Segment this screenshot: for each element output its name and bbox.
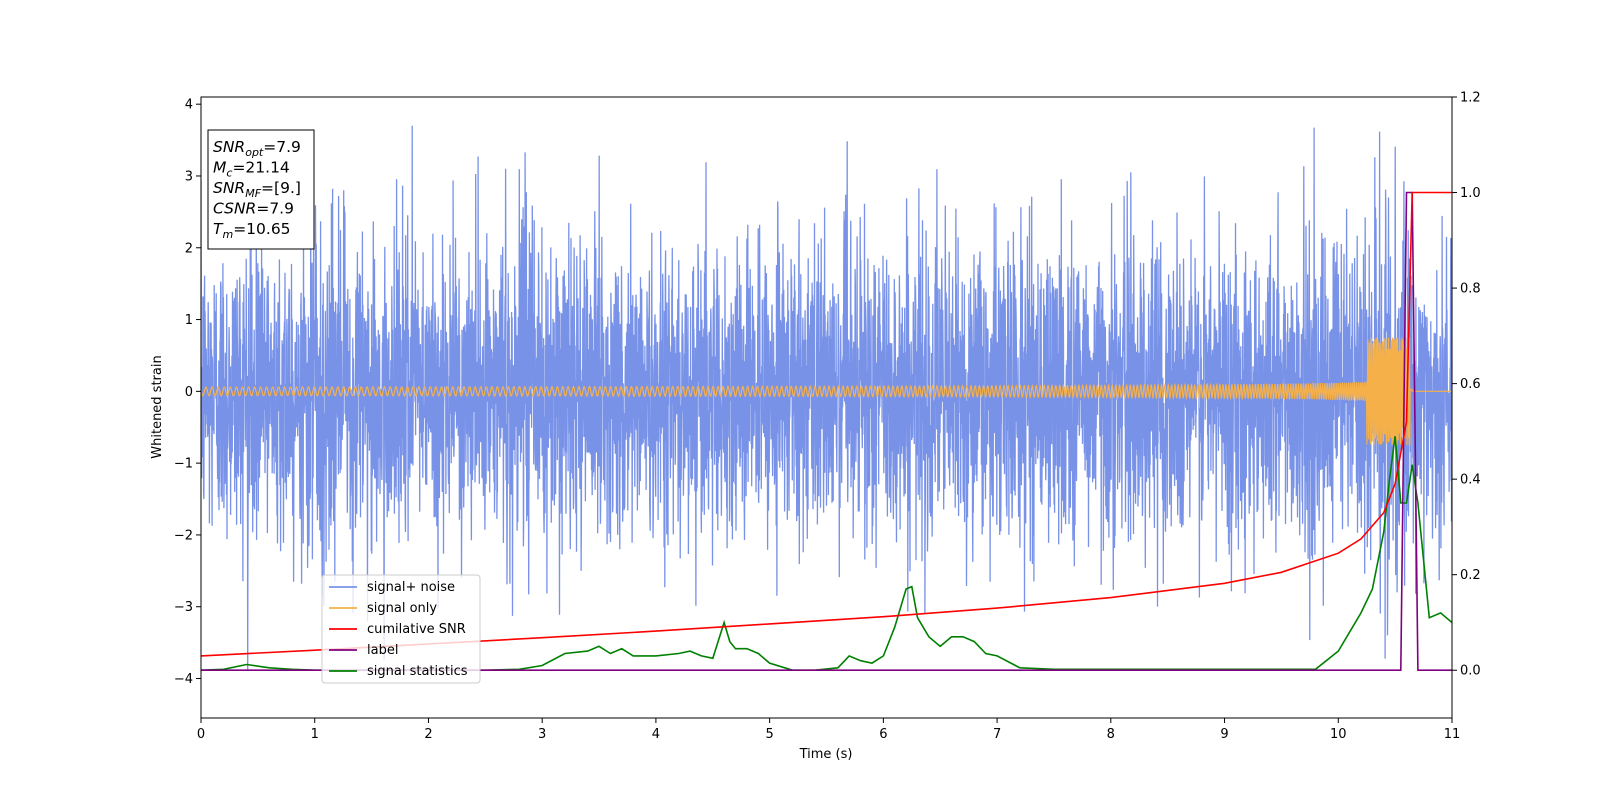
annotation-line: SNRopt=7.9	[213, 138, 301, 159]
axes-layer: 0 1 2 3 4 5 6 7 8 9 10 1143210−1−2−3−41.21.00.80.60…	[174, 91, 1481, 743]
x-tick-label: 4	[652, 727, 660, 742]
y-left-tick-label: −4	[174, 672, 193, 687]
x-tick-label: 6	[879, 727, 887, 742]
legend-label: signal+ noise	[367, 580, 455, 595]
legend-label: cumilative SNR	[367, 622, 466, 637]
legend-label: signal statistics	[367, 664, 468, 679]
y-left-tick-label: −2	[174, 528, 193, 543]
annotation-line: SNRMF=[9.]	[213, 179, 301, 200]
y-left-tick-label: −3	[174, 600, 193, 615]
series-signal-only	[201, 337, 1452, 446]
x-tick-label: 3	[538, 727, 546, 742]
x-tick-label: 11	[1444, 727, 1461, 742]
y-left-tick-label: 0	[185, 385, 193, 400]
x-tick-label: 2	[424, 727, 432, 742]
series-label	[201, 191, 1452, 671]
annotation-line: Tm=10.65	[213, 220, 291, 241]
y-right-tick-label: 0.2	[1460, 568, 1481, 583]
plot-frame	[200, 96, 1453, 719]
annotation-line: Mc=21.14	[213, 159, 290, 180]
y-right-tick-label: 0.6	[1460, 377, 1481, 392]
series-cumulative-snr	[201, 191, 1452, 657]
annotation-line: CSNR=7.9	[213, 200, 294, 218]
series-layer	[201, 125, 1452, 671]
x-tick-label: 10	[1330, 727, 1347, 742]
y-left-tick-label: 2	[185, 241, 193, 256]
series-signal-noise	[201, 125, 1452, 671]
x-tick-label: 5	[765, 727, 773, 742]
y-left-tick-label: 4	[185, 98, 193, 113]
y-left-tick-label: 1	[185, 313, 193, 328]
y-right-tick-label: 0.0	[1460, 664, 1481, 679]
y-right-tick-label: 1.2	[1460, 91, 1481, 106]
legend-label: signal only	[367, 601, 437, 616]
y-right-tick-label: 0.4	[1460, 473, 1481, 488]
y-right-tick-label: 0.8	[1460, 282, 1481, 297]
x-tick-label: 1	[311, 727, 319, 742]
legend-label: label	[367, 643, 398, 658]
x-tick-label: 8	[1107, 727, 1115, 742]
x-axis-title: Time (s)	[799, 747, 853, 762]
x-tick-label: 7	[993, 727, 1001, 742]
y-left-tick-label: 3	[185, 169, 193, 184]
series-signal-statistics	[201, 436, 1452, 671]
x-tick-label: 9	[1220, 727, 1228, 742]
legend: signal+ noise signal only cumilative SNR la…	[321, 574, 481, 684]
y-right-tick-label: 1.0	[1460, 186, 1481, 201]
x-tick-label: 0	[197, 727, 205, 742]
y-axis-title: Whitened strain	[150, 355, 165, 458]
y-left-tick-label: −1	[174, 457, 193, 472]
